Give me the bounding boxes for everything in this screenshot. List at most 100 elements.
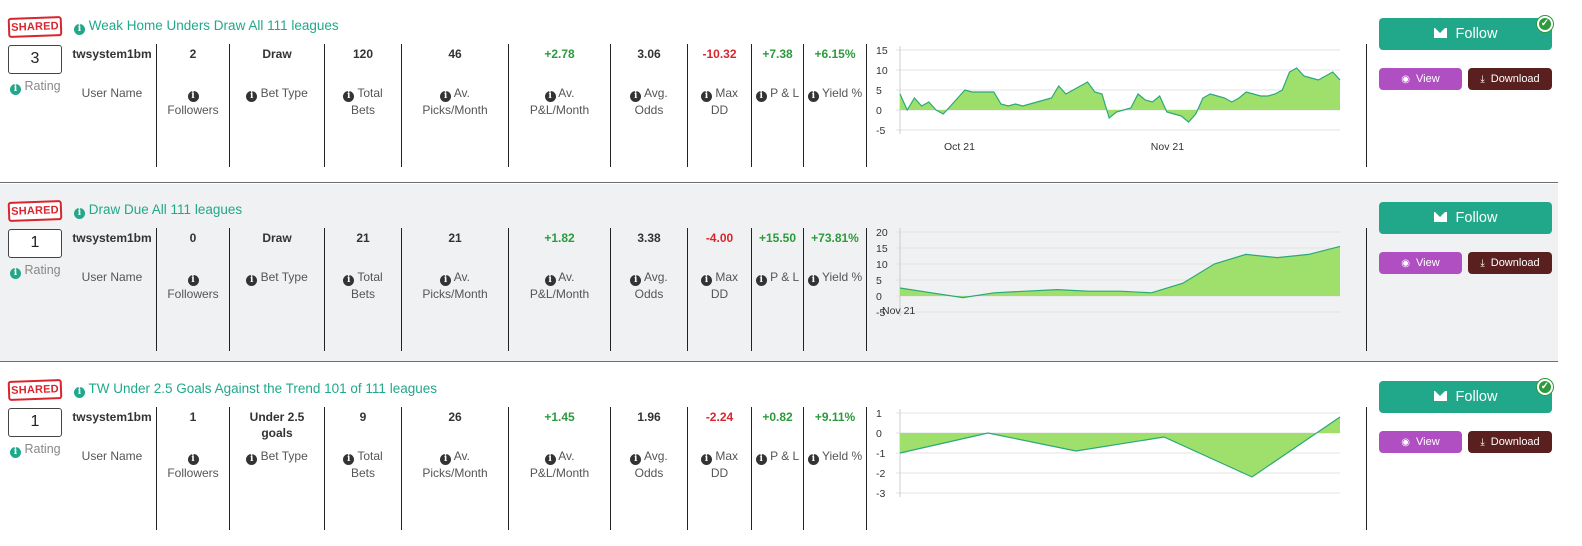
row-separator xyxy=(0,361,1558,362)
eye-icon: ◉ xyxy=(1401,74,1411,85)
total-bets-label-l2: Bets xyxy=(350,287,375,301)
av-picks-label: i Av. Picks/Month xyxy=(402,448,508,481)
user-name-column: twsystem1bm User Name xyxy=(70,228,154,351)
column-divider xyxy=(156,407,157,530)
pl-chart: 1 0 -1 -2 -3 xyxy=(876,408,1341,500)
download-button[interactable]: ⤓ Download xyxy=(1468,68,1552,90)
rating-value: 1 xyxy=(8,408,62,437)
avg-odds-label: i Avg. Odds xyxy=(611,448,687,481)
system-title[interactable]: i Weak Home Unders Draw All 111 leagues xyxy=(74,18,339,35)
follow-button[interactable]: Follow xyxy=(1379,381,1552,413)
rating-label-text: Rating xyxy=(24,263,61,277)
bet-type-label: i Bet Type xyxy=(230,448,324,465)
info-icon: i xyxy=(343,275,355,286)
av-pl-column: +2.78 i Av. P&L/Month xyxy=(509,44,610,167)
info-icon: i xyxy=(187,91,199,102)
view-button[interactable]: ◉ View xyxy=(1379,68,1462,90)
user-name-column: twsystem1bm User Name xyxy=(70,44,154,167)
max-dd-label-l2: DD xyxy=(710,466,729,480)
info-icon: i xyxy=(187,275,199,286)
avg-odds-value: 3.06 xyxy=(637,47,661,61)
av-pl-label: i Av. P&L/Month xyxy=(509,85,610,118)
column-divider xyxy=(803,44,804,167)
max-dd-value: -10.32 xyxy=(702,47,737,61)
view-button[interactable]: ◉ View xyxy=(1379,431,1462,453)
info-icon: i xyxy=(440,454,452,465)
yield-label: i Yield % xyxy=(804,269,866,286)
pl-column: +7.38 i P & L xyxy=(752,44,803,167)
chart-y-tick-label: 5 xyxy=(876,275,882,287)
total-bets-label: i Total Bets xyxy=(325,448,401,481)
avg-odds-label-l2: Odds xyxy=(634,466,664,480)
column-divider xyxy=(687,407,688,530)
max-dd-column: -10.32 i Max DD xyxy=(688,44,751,167)
chart-y-tick-label: 15 xyxy=(876,243,888,255)
system-title[interactable]: i Draw Due All 111 leagues xyxy=(74,202,242,219)
rating-label-text: Rating xyxy=(24,79,61,93)
user-name-label: User Name xyxy=(81,270,143,284)
av-pl-label: i Av. P&L/Month xyxy=(509,448,610,481)
info-icon: i xyxy=(74,208,85,219)
follow-button[interactable]: Follow xyxy=(1379,202,1552,234)
system-title-text[interactable]: TW Under 2.5 Goals Against the Trend 101… xyxy=(88,381,437,396)
info-icon: i xyxy=(343,454,355,465)
info-icon: i xyxy=(807,91,819,102)
info-icon: i xyxy=(10,447,21,458)
shared-badge: SHARED xyxy=(7,16,63,38)
av-picks-value: 46 xyxy=(448,47,462,61)
av-pl-value: +1.45 xyxy=(544,410,575,424)
av-picks-label-l2: Picks/Month xyxy=(422,287,488,301)
system-title-text[interactable]: Draw Due All 111 leagues xyxy=(88,202,243,217)
follow-button[interactable]: Follow xyxy=(1379,18,1552,50)
total-bets-label-l1: Total xyxy=(357,449,383,463)
chart-y-tick-label: 0 xyxy=(876,428,882,440)
avg-odds-label-l1: Avg. xyxy=(643,86,668,100)
view-button[interactable]: ◉ View xyxy=(1379,252,1462,274)
info-icon: i xyxy=(807,454,819,465)
user-name-label: User Name xyxy=(81,86,143,100)
total-bets-column: 21 i Total Bets xyxy=(325,228,401,351)
max-dd-label-l1: Max xyxy=(715,449,738,463)
system-row: SHARED i Draw Due All 111 leagues 1 i Ra… xyxy=(0,184,1558,361)
column-divider xyxy=(1366,228,1367,351)
info-icon: i xyxy=(755,275,767,286)
rating-label: i Rating xyxy=(10,263,61,279)
column-divider xyxy=(866,407,867,530)
column-divider xyxy=(1366,44,1367,167)
bet-type-label: i Bet Type xyxy=(230,85,324,102)
av-pl-value: +1.82 xyxy=(544,231,575,245)
system-title-text[interactable]: Weak Home Unders Draw All 111 leagues xyxy=(88,18,339,33)
chart-y-tick-label: 15 xyxy=(876,45,888,57)
system-title[interactable]: i TW Under 2.5 Goals Against the Trend 1… xyxy=(74,381,437,398)
user-name-value[interactable]: twsystem1bm xyxy=(72,410,152,424)
column-divider xyxy=(803,228,804,351)
bet-type-value: Draw xyxy=(262,47,292,61)
followers-label-text: Followers xyxy=(167,466,219,480)
av-picks-label-l1: Av. xyxy=(453,86,470,100)
chart-y-tick-label: 20 xyxy=(876,227,888,239)
download-button[interactable]: ⤓ Download xyxy=(1468,252,1552,274)
user-name-value[interactable]: twsystem1bm xyxy=(72,231,152,245)
av-picks-label: i Av. Picks/Month xyxy=(402,85,508,118)
yield-label-text: Yield % xyxy=(821,270,863,284)
pl-value: +15.50 xyxy=(758,231,797,245)
followers-label-text: Followers xyxy=(167,287,219,301)
av-pl-column: +1.45 i Av. P&L/Month xyxy=(509,407,610,530)
av-picks-label-l2: Picks/Month xyxy=(422,103,488,117)
avg-odds-label: i Avg. Odds xyxy=(611,85,687,118)
followers-label: i Followers xyxy=(157,269,229,302)
info-icon: i xyxy=(544,275,556,286)
column-divider xyxy=(751,407,752,530)
rating-label-text: Rating xyxy=(24,442,61,456)
eye-icon: ◉ xyxy=(1401,258,1411,269)
user-name-value[interactable]: twsystem1bm xyxy=(72,47,152,61)
bet-type-column: Under 2.5 goals i Bet Type xyxy=(230,407,324,530)
shared-badge: SHARED xyxy=(7,200,63,222)
download-button[interactable]: ⤓ Download xyxy=(1468,431,1552,453)
total-bets-label-l2: Bets xyxy=(350,466,375,480)
column-divider xyxy=(687,44,688,167)
total-bets-value: 21 xyxy=(356,231,370,245)
av-picks-label-l1: Av. xyxy=(453,449,470,463)
yield-value: +9.11% xyxy=(814,410,856,424)
info-icon: i xyxy=(630,91,642,102)
